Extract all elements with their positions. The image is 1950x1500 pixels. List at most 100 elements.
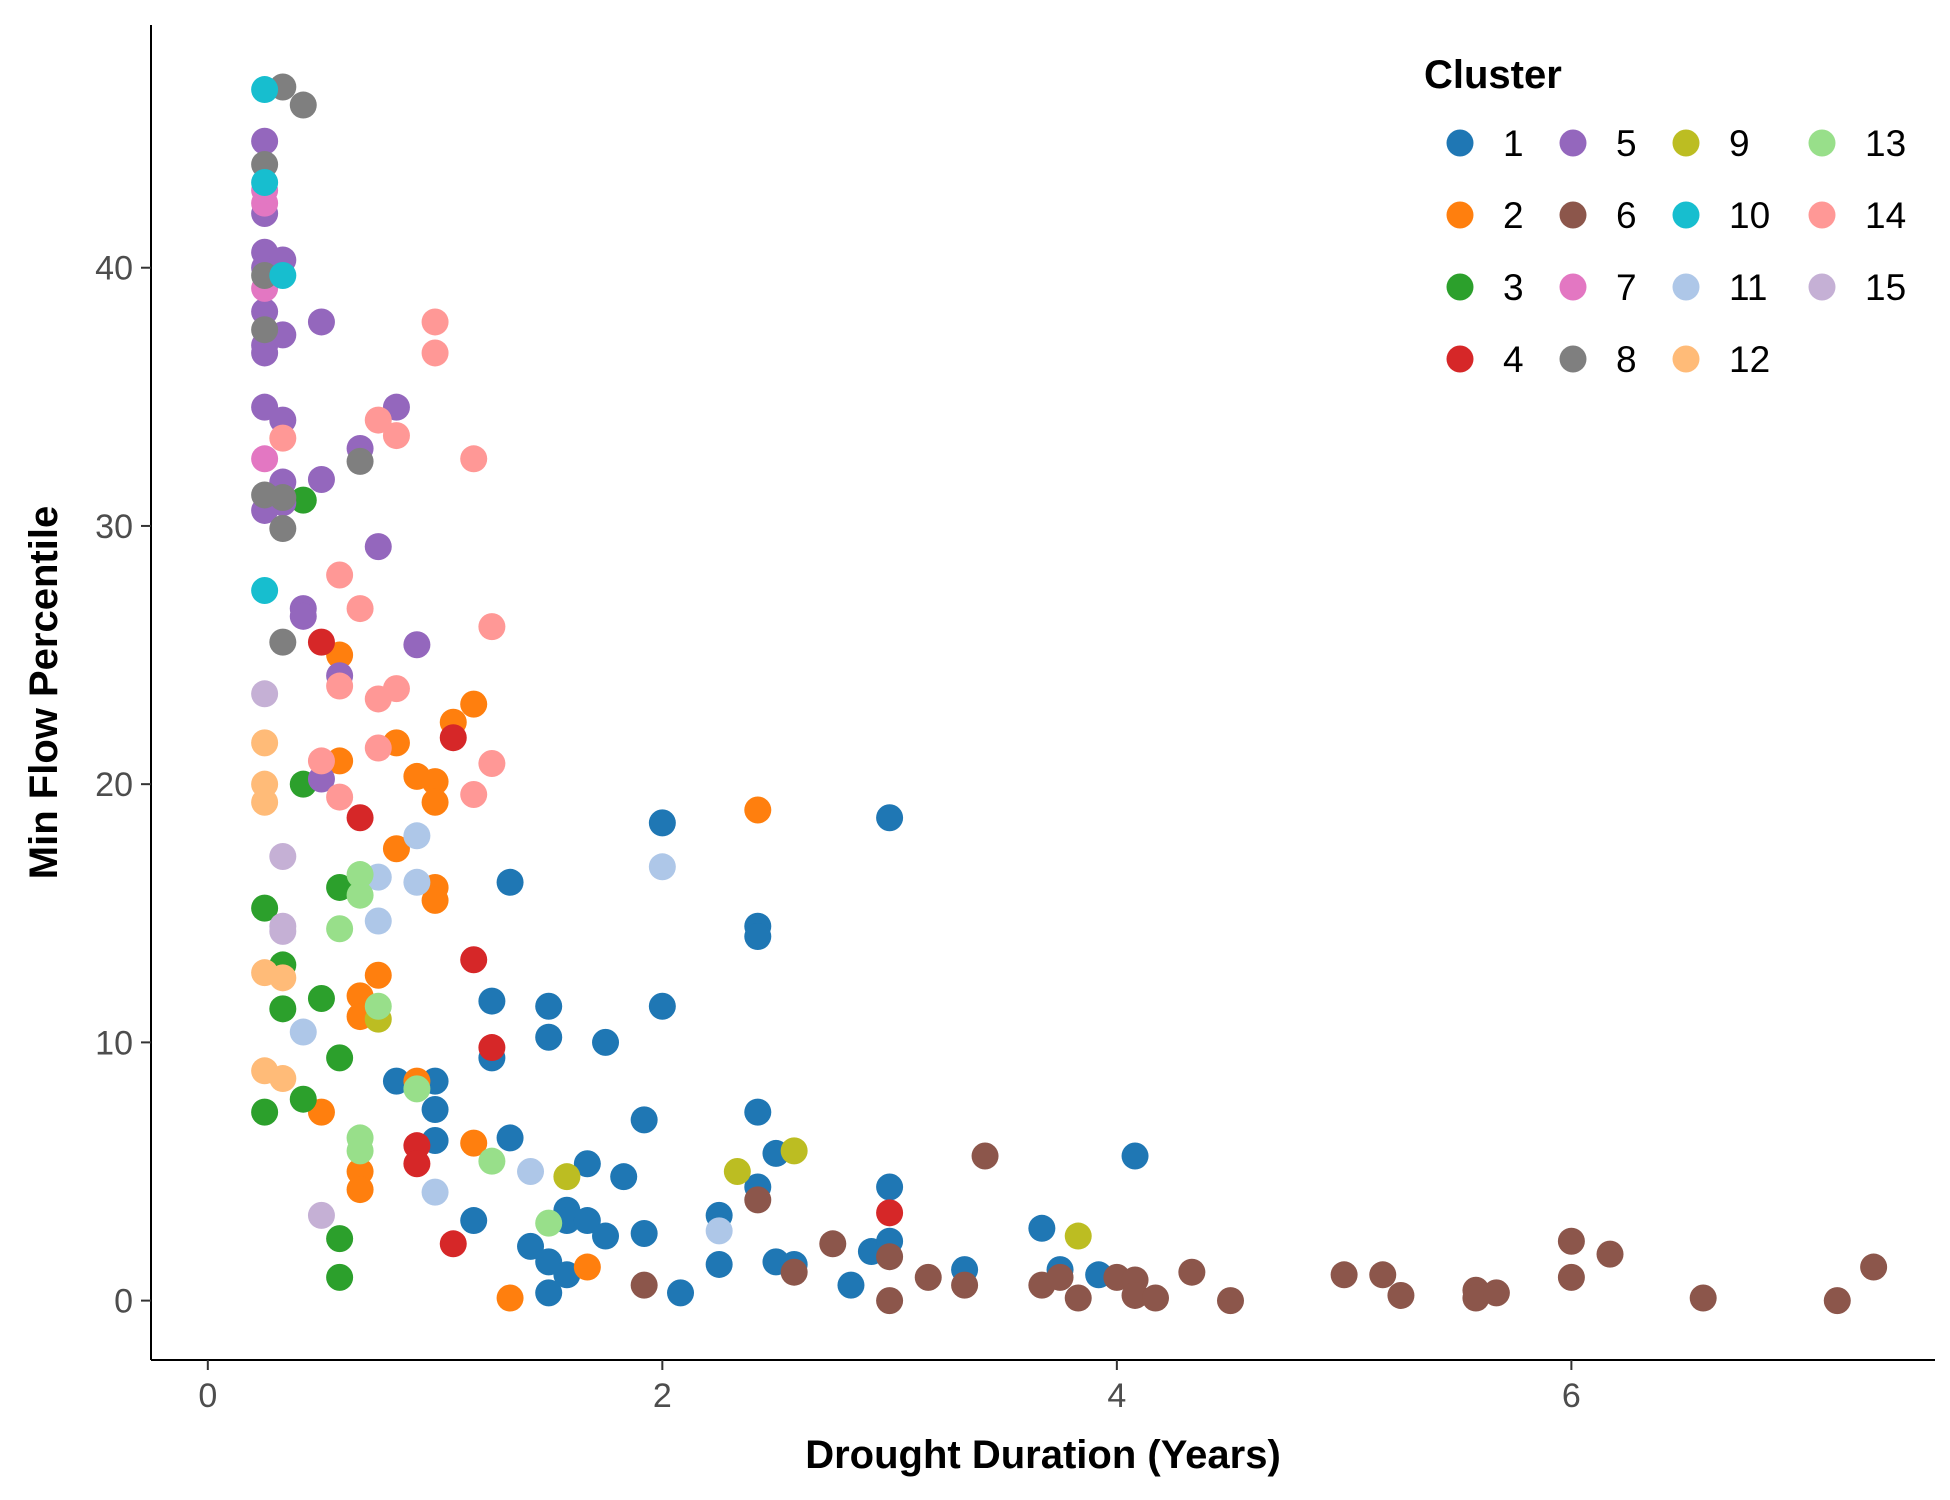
data-point	[289, 91, 317, 119]
legend-label: 15	[1865, 267, 1906, 308]
data-point	[1823, 1287, 1851, 1315]
legend-key	[1446, 345, 1474, 373]
data-point	[251, 729, 279, 757]
data-point	[251, 169, 279, 197]
data-point	[269, 1065, 297, 1093]
data-point	[744, 1098, 772, 1126]
data-point	[705, 1250, 733, 1278]
data-point	[573, 1207, 601, 1235]
legend-key	[1672, 201, 1700, 229]
legend-key	[1559, 129, 1587, 157]
legend-label: 2	[1503, 195, 1524, 236]
data-point	[951, 1271, 979, 1299]
data-point	[478, 613, 506, 641]
legend-label: 13	[1865, 123, 1906, 164]
data-point	[460, 1129, 488, 1157]
data-point	[876, 1173, 904, 1201]
data-point	[307, 465, 335, 493]
legend-key	[1808, 273, 1836, 301]
data-point	[876, 804, 904, 832]
series-cluster-6	[630, 1142, 1888, 1315]
x-tick-label: 6	[1562, 1377, 1581, 1415]
data-points	[251, 73, 1888, 1315]
data-point	[251, 339, 279, 367]
data-point	[1178, 1258, 1206, 1286]
legend-item: 14	[1808, 195, 1906, 236]
series-cluster-14	[269, 308, 506, 811]
data-point	[326, 915, 354, 943]
data-point	[346, 804, 374, 832]
data-point	[1369, 1261, 1397, 1289]
data-point	[460, 690, 488, 718]
data-point	[326, 1225, 354, 1253]
data-point	[421, 339, 449, 367]
data-point	[382, 835, 410, 863]
series-cluster-15	[251, 680, 335, 1229]
data-point	[421, 1096, 449, 1124]
data-point	[630, 1106, 658, 1134]
data-point	[289, 602, 317, 630]
data-point	[251, 680, 279, 708]
data-point	[553, 1261, 581, 1289]
x-axis-title: Drought Duration (Years)	[805, 1433, 1281, 1477]
data-point	[326, 873, 354, 901]
data-point	[269, 424, 297, 452]
x-tick-label: 2	[653, 1377, 672, 1415]
legend-key	[1559, 345, 1587, 373]
legend-label: 14	[1865, 195, 1906, 236]
data-point	[705, 1217, 733, 1245]
legend-item: 13	[1808, 123, 1906, 164]
data-point	[1121, 1281, 1149, 1309]
data-point	[289, 1018, 317, 1046]
data-point	[517, 1232, 545, 1260]
series-cluster-11	[289, 822, 733, 1245]
data-point	[744, 1186, 772, 1214]
data-point	[1482, 1279, 1510, 1307]
data-point	[269, 484, 297, 512]
data-point	[307, 984, 335, 1012]
data-point	[421, 768, 449, 796]
data-point	[307, 747, 335, 775]
data-point	[914, 1263, 942, 1291]
y-axis-ticks: 0 10 20 30 40	[95, 250, 151, 1321]
x-axis-ticks: 0 2 4 6	[198, 1360, 1581, 1415]
data-point	[592, 1222, 620, 1250]
data-point	[478, 1034, 506, 1062]
legend-key	[1446, 129, 1474, 157]
data-point	[346, 1137, 374, 1165]
legend-item: 4	[1446, 339, 1524, 380]
data-point	[1064, 1222, 1092, 1250]
data-point	[1216, 1287, 1244, 1315]
y-tick-label: 0	[114, 1283, 133, 1321]
legend-key	[1672, 129, 1700, 157]
y-tick-label: 40	[95, 250, 133, 288]
data-point	[307, 1201, 335, 1229]
data-point	[630, 1271, 658, 1299]
data-point	[326, 783, 354, 811]
data-point	[403, 822, 431, 850]
legend-label: 6	[1616, 195, 1637, 236]
data-point	[478, 987, 506, 1015]
data-point	[251, 316, 279, 344]
data-point	[326, 561, 354, 589]
legend-label: 9	[1729, 123, 1750, 164]
legend-item: 8	[1559, 339, 1637, 380]
data-point	[403, 631, 431, 659]
legend-key	[1559, 201, 1587, 229]
data-point	[876, 1243, 904, 1271]
data-point	[403, 868, 431, 896]
data-point	[496, 1124, 524, 1152]
legend-title: Cluster	[1424, 53, 1562, 97]
data-point	[269, 964, 297, 992]
axes	[150, 25, 1935, 1361]
x-tick-label: 4	[1107, 1377, 1126, 1415]
legend-item: 3	[1446, 267, 1524, 308]
legend-key	[1446, 201, 1474, 229]
data-point	[346, 861, 374, 889]
y-tick-label: 20	[95, 766, 133, 804]
data-point	[364, 907, 392, 935]
legend-label: 10	[1729, 195, 1770, 236]
legend-item: 15	[1808, 267, 1906, 308]
data-point	[269, 261, 297, 289]
data-point	[251, 577, 279, 605]
